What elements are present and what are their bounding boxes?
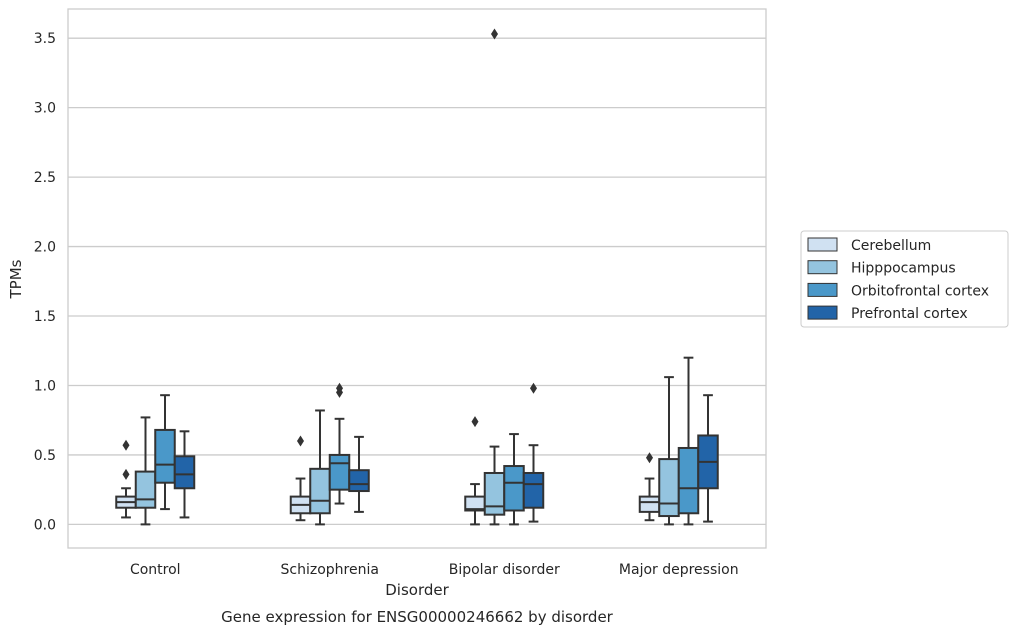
- y-tick-label: 3.5: [34, 31, 56, 47]
- box-body: [503, 465, 525, 512]
- x-tick-label: Bipolar disorder: [449, 562, 560, 578]
- box-body: [677, 446, 700, 515]
- box: [658, 376, 680, 526]
- legend-item: Orbitofrontal cortex: [807, 282, 989, 299]
- legend-swatch: [807, 305, 838, 320]
- y-tick-label: 2.5: [34, 170, 56, 186]
- box: [115, 439, 137, 519]
- outlier-point: [122, 468, 130, 480]
- x-axis-label: Disorder: [385, 581, 449, 599]
- y-axis-ticks: 0.0 0.5 1.0 1.5 2.0 2.5 3.0 3.5: [34, 31, 56, 533]
- legend-frame: [800, 230, 1009, 328]
- box: [173, 430, 196, 519]
- box-body: [483, 471, 506, 516]
- series-hipppocampus: [134, 28, 680, 526]
- box-body: [638, 495, 661, 513]
- legend-swatch: [807, 282, 838, 297]
- legend: Cerebellum Hipppocampus Orbitofrontal cort…: [800, 230, 1009, 328]
- box-body: [309, 467, 331, 515]
- box: [677, 356, 700, 526]
- box: [154, 394, 176, 511]
- box-body: [173, 455, 196, 490]
- x-tick-label: Control: [130, 562, 181, 578]
- box: [638, 452, 661, 522]
- legend-label: Prefrontal cortex: [851, 306, 968, 322]
- box: [348, 435, 370, 513]
- x-tick-label: Schizophrenia: [281, 562, 379, 578]
- chart-caption: Gene expression for ENSG00000246662 by d…: [221, 608, 614, 626]
- y-axis-label: TPMs: [7, 259, 25, 299]
- legend-item: Cerebellum: [807, 237, 931, 254]
- x-axis-ticks: Control Schizophrenia Bipolar disorder Majo…: [130, 562, 739, 578]
- legend-item: Hipppocampus: [807, 260, 956, 277]
- box-body: [522, 471, 545, 509]
- series-prefrontal-cortex: [173, 382, 719, 523]
- series-orbitofrontal-cortex: [154, 356, 700, 526]
- box: [464, 416, 486, 526]
- x-tick-label: Major depression: [619, 562, 739, 578]
- box-series: [115, 28, 719, 526]
- series-cerebellum: [115, 416, 661, 526]
- box: [503, 433, 525, 526]
- box-body: [154, 428, 176, 484]
- plot-frame: [67, 8, 767, 549]
- box-body: [348, 469, 370, 493]
- outlier-point: [471, 416, 479, 428]
- outlier-point: [646, 452, 653, 464]
- legend-label: Orbitofrontal cortex: [851, 283, 989, 299]
- outlier-point: [297, 435, 304, 447]
- y-tick-label: 1.5: [34, 309, 56, 325]
- legend-swatch: [807, 260, 838, 275]
- legend-label: Cerebellum: [851, 238, 931, 254]
- legend-item: Prefrontal cortex: [807, 305, 968, 322]
- box: [483, 28, 506, 526]
- y-tick-label: 3.0: [34, 101, 56, 117]
- box-body: [328, 453, 351, 491]
- outlier-point: [530, 382, 537, 394]
- box: [522, 382, 545, 523]
- legend-swatch: [807, 237, 838, 252]
- y-tick-label: 2.0: [34, 240, 56, 256]
- outlier-point: [491, 28, 498, 40]
- box: [328, 382, 351, 505]
- box: [289, 435, 312, 522]
- box-body: [658, 458, 680, 518]
- legend-label: Hipppocampus: [851, 261, 956, 277]
- box-body: [134, 470, 157, 509]
- outlier-point: [336, 382, 343, 394]
- y-tick-label: 1.0: [34, 378, 56, 394]
- y-tick-label: 0.0: [34, 517, 56, 533]
- outlier-point: [122, 439, 130, 451]
- box: [309, 409, 331, 526]
- y-tick-label: 0.5: [34, 448, 56, 464]
- box: [134, 416, 157, 526]
- box: [697, 394, 719, 523]
